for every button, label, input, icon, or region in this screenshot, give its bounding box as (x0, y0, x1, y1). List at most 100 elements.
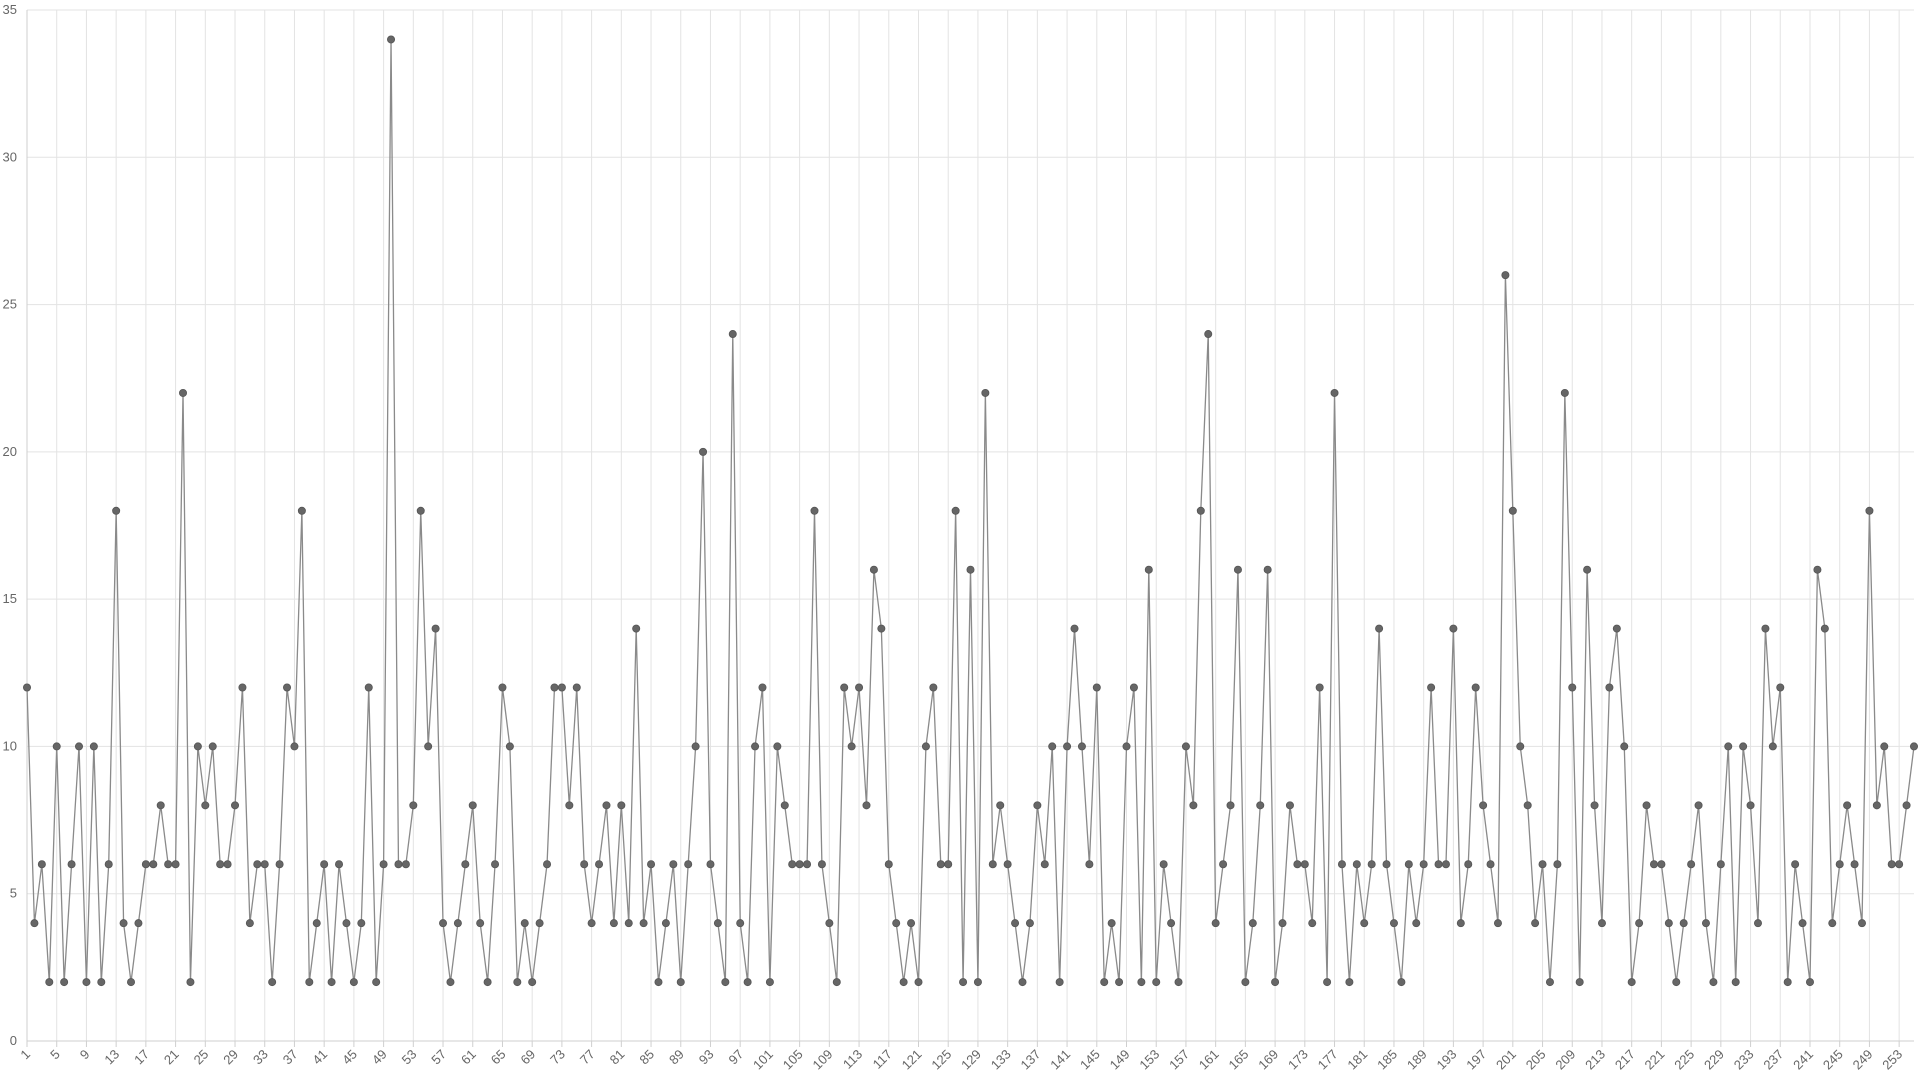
data-point (617, 801, 626, 810)
data-point (1843, 801, 1852, 810)
data-point (528, 978, 537, 987)
series-line (26, 39, 1915, 983)
data-point (1761, 624, 1770, 633)
data-point (1181, 742, 1190, 751)
data-point (1709, 978, 1718, 987)
data-point (1858, 919, 1867, 928)
data-point (179, 388, 188, 397)
x-tick-label: 229 (1701, 1047, 1727, 1073)
y-axis-tick-labels: 0 5 10 15 20 25 30 35 (3, 2, 17, 1048)
data-point (1241, 978, 1250, 987)
data-point (1471, 683, 1480, 692)
data-point (1167, 919, 1176, 928)
data-point (1159, 860, 1168, 869)
data-point (1152, 978, 1161, 987)
y-tick-label: 30 (3, 149, 17, 164)
x-tick-label: 237 (1760, 1047, 1786, 1073)
x-tick-label: 209 (1552, 1047, 1578, 1073)
data-point (1910, 742, 1919, 751)
data-point (119, 919, 128, 928)
data-point (1055, 978, 1064, 987)
data-point (825, 919, 834, 928)
data-point (907, 919, 916, 928)
data-point (52, 742, 61, 751)
data-point (67, 860, 76, 869)
data-point (201, 801, 210, 810)
x-tick-label: 205 (1523, 1047, 1549, 1073)
data-point (1352, 860, 1361, 869)
x-tick-label: 5 (47, 1047, 63, 1063)
data-point (1285, 801, 1294, 810)
data-point (1412, 919, 1421, 928)
data-point (149, 860, 158, 869)
data-point (1590, 801, 1599, 810)
data-point (1300, 860, 1309, 869)
data-point (1865, 506, 1874, 515)
data-point (899, 978, 908, 987)
data-point (104, 860, 113, 869)
data-point (535, 919, 544, 928)
data-point (1033, 801, 1042, 810)
data-point (1493, 919, 1502, 928)
data-point (1248, 919, 1257, 928)
x-tick-label: 221 (1642, 1047, 1668, 1073)
data-point (45, 978, 54, 987)
data-point (1739, 742, 1748, 751)
data-point (283, 683, 292, 692)
data-point (357, 919, 366, 928)
x-tick-label: 253 (1879, 1047, 1905, 1073)
data-point (238, 683, 247, 692)
x-tick-label: 241 (1790, 1047, 1816, 1073)
data-point (1315, 683, 1324, 692)
data-point (1174, 978, 1183, 987)
x-tick-label: 45 (339, 1047, 360, 1068)
data-point (587, 919, 596, 928)
data-point (921, 742, 930, 751)
data-point (1716, 860, 1725, 869)
data-point (342, 919, 351, 928)
data-point (1115, 978, 1124, 987)
data-point (1375, 624, 1384, 633)
x-tick-label: 93 (696, 1047, 717, 1068)
data-point (981, 388, 990, 397)
data-point (164, 860, 173, 869)
data-point (1360, 919, 1369, 928)
data-point (543, 860, 552, 869)
data-point (609, 919, 618, 928)
data-point (335, 860, 344, 869)
data-point (1694, 801, 1703, 810)
data-point (186, 978, 195, 987)
x-tick-label: 85 (636, 1047, 657, 1068)
data-point (1516, 742, 1525, 751)
data-point (966, 565, 975, 574)
data-point (1657, 860, 1666, 869)
data-point (387, 35, 396, 44)
data-point (208, 742, 217, 751)
data-point (1746, 801, 1755, 810)
data-point (1100, 978, 1109, 987)
data-point (1256, 801, 1265, 810)
data-point (30, 919, 39, 928)
data-point (223, 860, 232, 869)
x-tick-label: 161 (1196, 1047, 1222, 1073)
data-point (557, 683, 566, 692)
data-point (691, 742, 700, 751)
x-tick-label: 145 (1077, 1047, 1103, 1073)
x-tick-label: 73 (547, 1047, 568, 1068)
x-tick-label: 213 (1582, 1047, 1608, 1073)
x-tick-label: 105 (780, 1047, 806, 1073)
data-point (736, 919, 745, 928)
data-point (89, 742, 98, 751)
data-point (349, 978, 358, 987)
data-point (446, 978, 455, 987)
data-point (327, 978, 336, 987)
data-point (1449, 624, 1458, 633)
x-tick-label: 141 (1047, 1047, 1073, 1073)
data-point (1701, 919, 1710, 928)
data-point (1048, 742, 1057, 751)
data-point (1092, 683, 1101, 692)
data-point (1025, 919, 1034, 928)
data-point (936, 860, 945, 869)
data-point (1219, 860, 1228, 869)
data-point (639, 919, 648, 928)
